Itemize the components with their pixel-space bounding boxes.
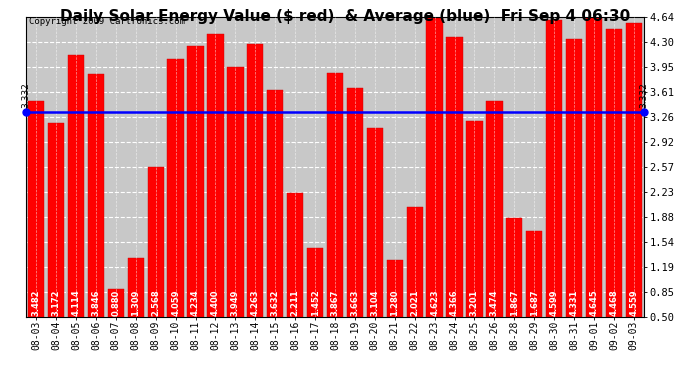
Text: 4.114: 4.114: [72, 290, 81, 316]
Text: 4.599: 4.599: [550, 290, 559, 316]
Text: 3.201: 3.201: [470, 290, 479, 316]
Bar: [108, 290, 124, 353]
Text: 1.687: 1.687: [530, 290, 539, 316]
Bar: [68, 55, 84, 353]
Text: 4.559: 4.559: [629, 290, 638, 316]
Text: 2.568: 2.568: [151, 290, 160, 316]
Text: 0.880: 0.880: [111, 290, 120, 316]
Bar: [128, 258, 144, 353]
Bar: [48, 123, 64, 353]
Bar: [327, 73, 343, 353]
Bar: [287, 193, 304, 353]
Bar: [227, 67, 244, 353]
Text: 4.400: 4.400: [211, 290, 220, 316]
Text: 4.234: 4.234: [191, 290, 200, 316]
Text: 3.332: 3.332: [639, 82, 649, 108]
Bar: [307, 248, 323, 353]
Bar: [188, 46, 204, 353]
Bar: [207, 34, 224, 353]
Text: 2.211: 2.211: [290, 290, 299, 316]
Text: 4.366: 4.366: [450, 290, 459, 316]
Text: 3.846: 3.846: [92, 290, 101, 316]
Text: 1.309: 1.309: [131, 290, 140, 316]
Bar: [148, 167, 164, 353]
Text: 4.623: 4.623: [430, 290, 439, 316]
Bar: [347, 88, 363, 353]
Bar: [466, 121, 482, 353]
Bar: [446, 37, 463, 353]
Bar: [526, 231, 542, 353]
Bar: [566, 39, 582, 353]
Bar: [168, 59, 184, 353]
Text: 1.280: 1.280: [391, 290, 400, 316]
Bar: [486, 101, 502, 353]
Text: 3.332: 3.332: [21, 82, 31, 108]
Bar: [28, 101, 44, 353]
Bar: [406, 207, 423, 353]
Text: 3.482: 3.482: [32, 290, 41, 316]
Bar: [366, 128, 383, 353]
Text: 4.468: 4.468: [609, 290, 618, 316]
Text: 2.021: 2.021: [410, 290, 420, 316]
Text: 3.632: 3.632: [270, 290, 279, 316]
Text: 3.104: 3.104: [371, 290, 380, 316]
Bar: [506, 218, 522, 353]
Text: 3.663: 3.663: [351, 290, 359, 316]
Text: 4.263: 4.263: [250, 290, 260, 316]
Text: Copyright 2009 Cartronics.com: Copyright 2009 Cartronics.com: [29, 17, 185, 26]
Text: 3.474: 3.474: [490, 290, 499, 316]
Text: 4.059: 4.059: [171, 290, 180, 316]
Text: 3.172: 3.172: [52, 290, 61, 316]
Bar: [606, 29, 622, 353]
Text: 4.331: 4.331: [569, 290, 578, 316]
Bar: [546, 20, 562, 353]
Text: 1.867: 1.867: [510, 290, 519, 316]
Text: 1.452: 1.452: [310, 290, 319, 316]
Bar: [386, 260, 403, 353]
Text: 3.867: 3.867: [331, 290, 339, 316]
Bar: [88, 74, 104, 353]
Text: Daily Solar Energy Value ($ red)  & Average (blue)  Fri Sep 4 06:30: Daily Solar Energy Value ($ red) & Avera…: [60, 9, 630, 24]
Text: 4.645: 4.645: [589, 290, 598, 316]
Bar: [267, 90, 284, 353]
Bar: [247, 44, 264, 353]
Bar: [586, 16, 602, 353]
Bar: [626, 23, 642, 353]
Bar: [426, 18, 443, 353]
Text: 3.949: 3.949: [231, 290, 240, 316]
